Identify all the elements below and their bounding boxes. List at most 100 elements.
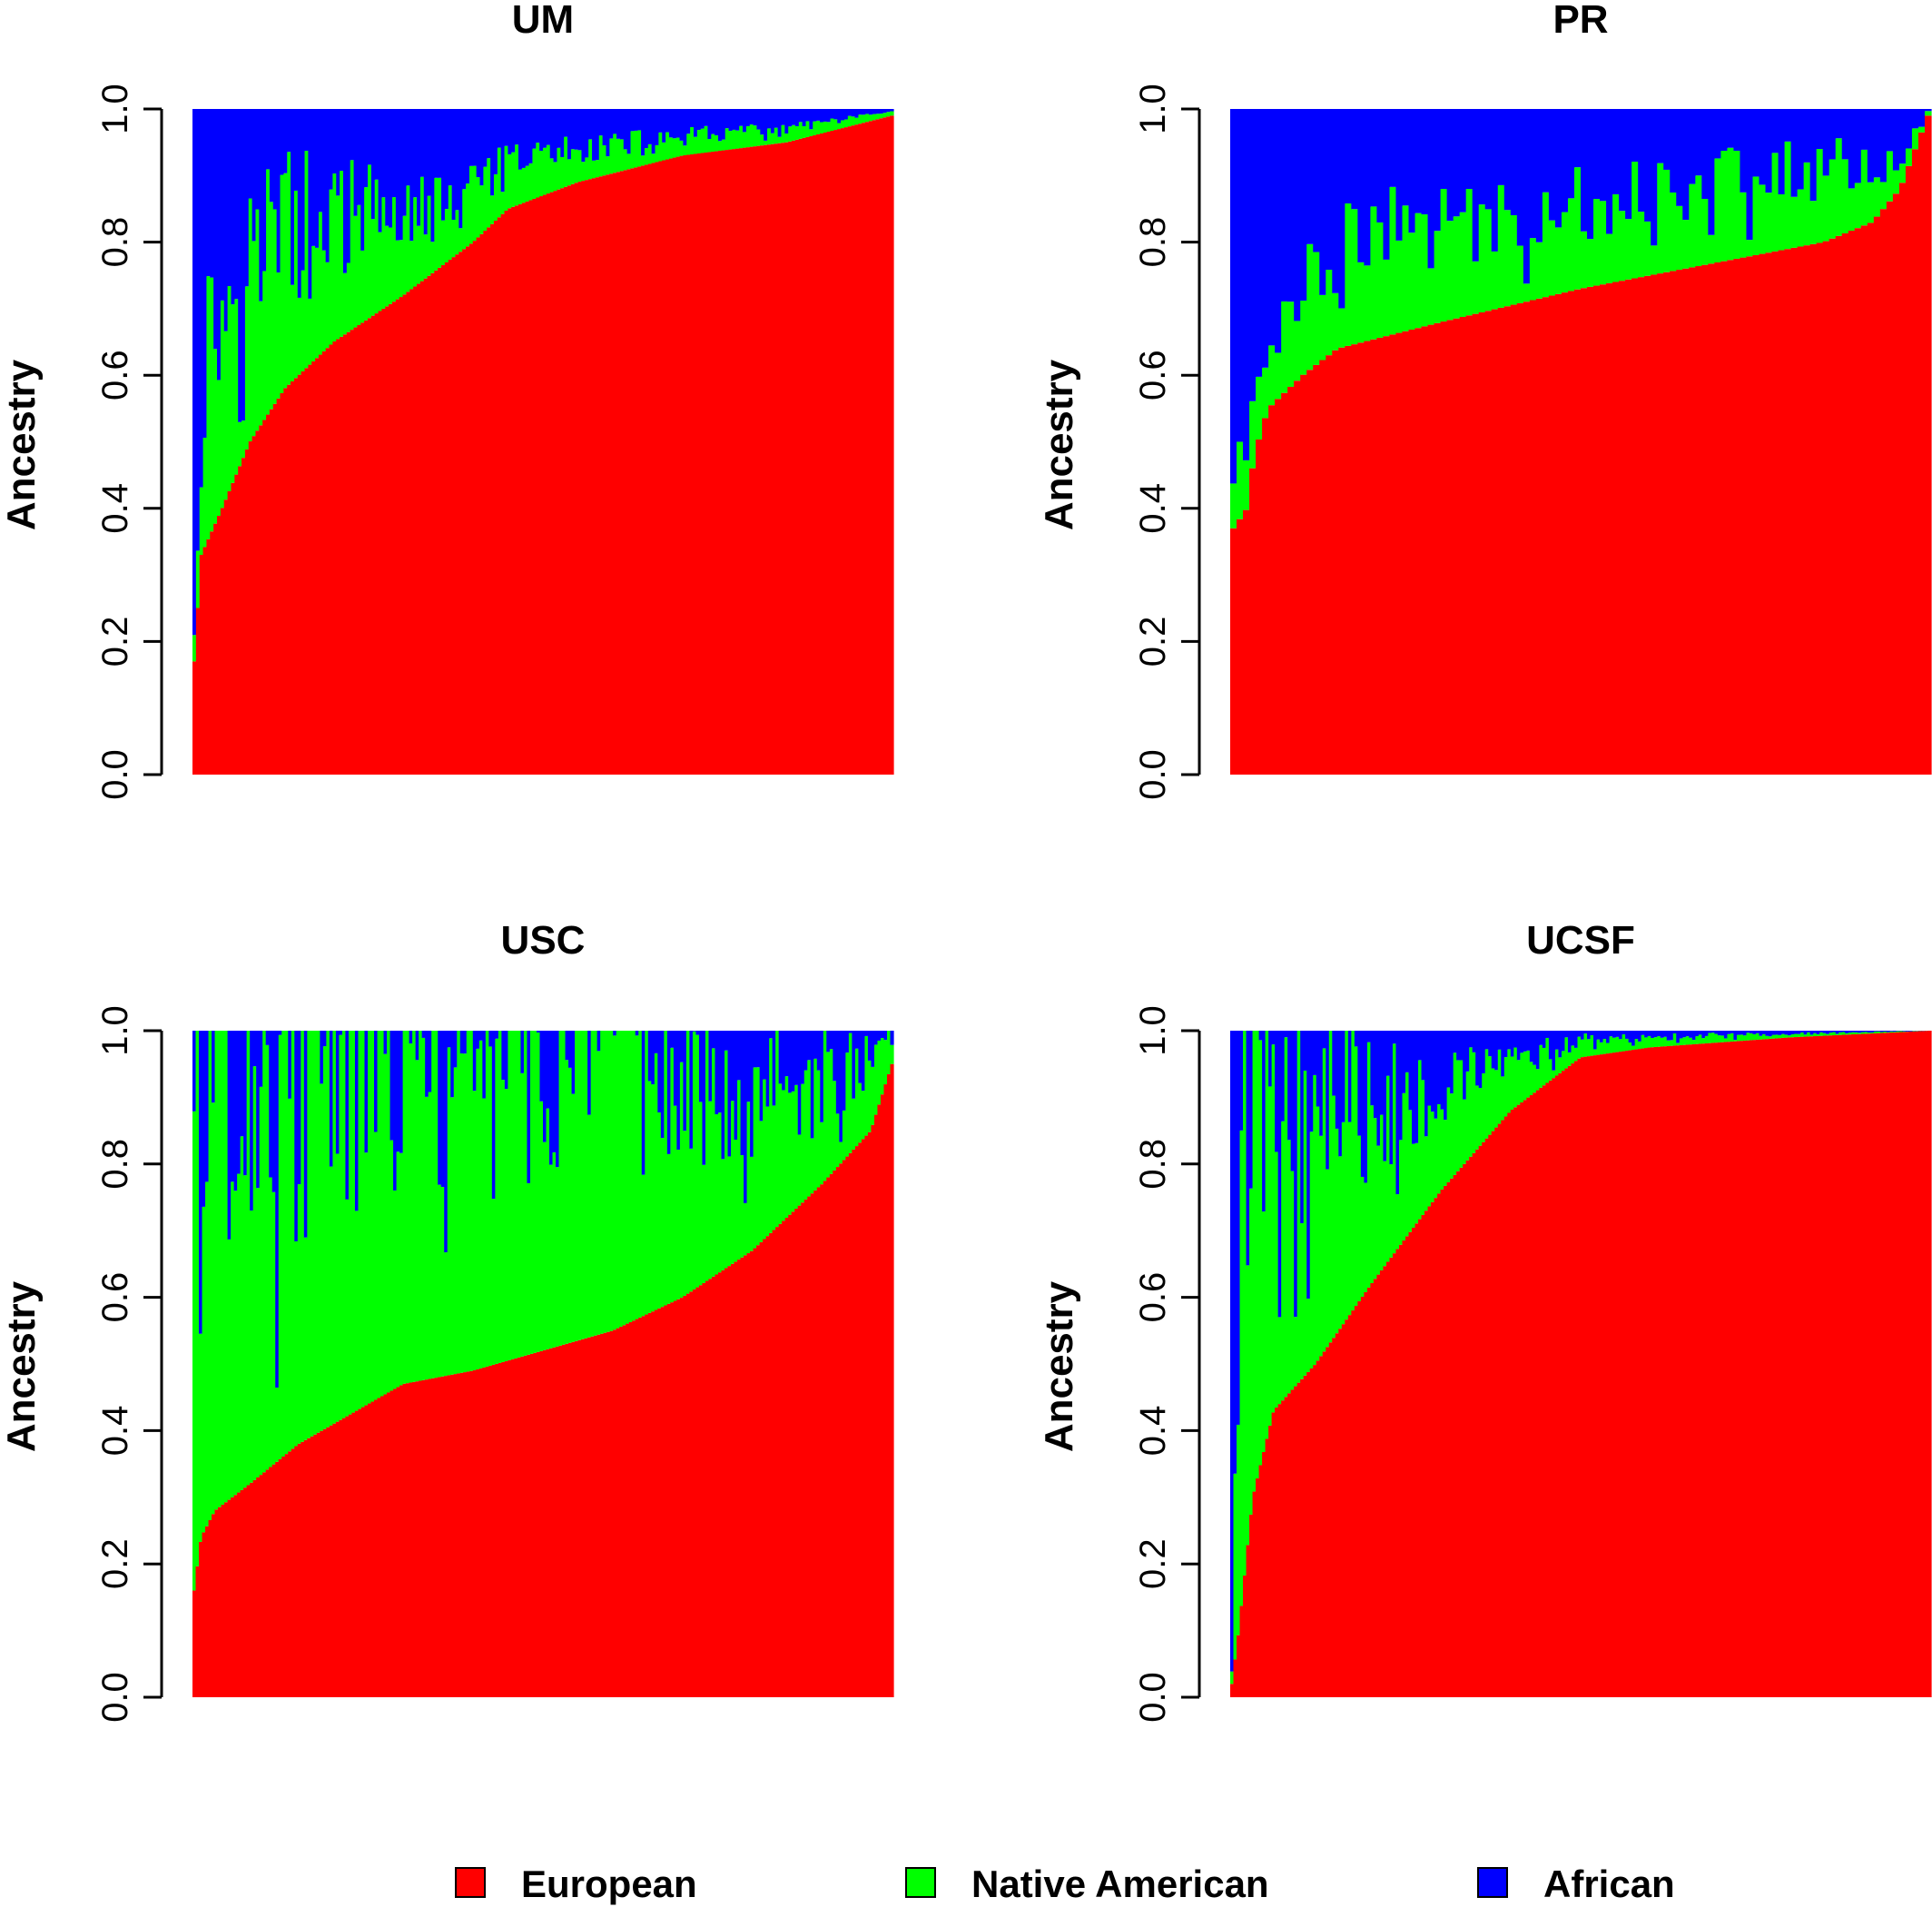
european-bar: [340, 336, 344, 775]
african-bar: [851, 109, 856, 117]
african-bar: [515, 109, 519, 145]
european-bar: [521, 203, 527, 775]
european-bar: [1239, 1606, 1244, 1697]
native-american-bar: [683, 1131, 687, 1296]
european-bar: [1497, 1123, 1502, 1697]
european-bar: [1567, 291, 1575, 775]
european-bar: [227, 491, 232, 775]
african-bar: [1771, 109, 1779, 153]
african-bar: [1523, 1031, 1527, 1052]
european-bar: [813, 1190, 818, 1697]
european-bar: [536, 1351, 541, 1697]
african-bar: [342, 109, 348, 273]
european-bar: [1398, 1244, 1404, 1697]
european-bar: [1561, 292, 1569, 775]
european-bar: [1456, 1171, 1461, 1697]
native-american-bar: [819, 122, 824, 133]
native-american-bar: [810, 1138, 814, 1194]
african-bar: [1383, 1031, 1387, 1161]
european-bar: [1434, 1198, 1438, 1697]
african-bar: [287, 109, 291, 153]
european-bar: [214, 1509, 219, 1697]
african-bar: [1835, 109, 1843, 139]
european-bar: [434, 270, 439, 776]
native-american-bar: [1593, 1049, 1598, 1056]
european-bar: [1691, 1043, 1696, 1697]
native-american-bar: [387, 1031, 391, 1393]
european-bar: [1465, 315, 1474, 775]
european-bar: [495, 1363, 499, 1697]
african-bar: [1723, 1031, 1729, 1039]
native-american-bar: [444, 209, 449, 262]
african-bar: [444, 109, 449, 210]
african-bar: [438, 109, 442, 178]
native-american-bar: [1554, 227, 1562, 294]
native-american-bar: [1898, 163, 1907, 183]
european-bar: [532, 198, 537, 776]
native-american-bar: [453, 1067, 458, 1375]
native-american-bar: [794, 1084, 799, 1209]
european-bar: [265, 1469, 270, 1697]
native-american-bar: [861, 1091, 866, 1140]
native-american-bar: [521, 167, 527, 203]
native-american-bar: [829, 1049, 833, 1174]
native-american-bar: [479, 185, 484, 234]
y-ticks: 0.00.20.40.60.81.0: [1133, 1005, 1199, 1723]
african-bar: [1357, 109, 1365, 262]
african-bar: [213, 109, 218, 350]
african-bar: [718, 109, 723, 142]
european-bar: [657, 1308, 662, 1697]
african-bar: [1351, 109, 1358, 210]
native-american-bar: [500, 192, 506, 214]
african-bar: [553, 109, 558, 163]
european-bar: [715, 1274, 719, 1697]
native-american-bar: [280, 174, 284, 393]
european-bar: [1788, 1037, 1792, 1697]
native-american-bar: [457, 1031, 461, 1374]
native-american-bar: [1484, 1049, 1489, 1139]
european-bar: [594, 1335, 598, 1697]
european-bar: [472, 241, 478, 775]
native-american-bar: [837, 123, 842, 130]
african-bar: [655, 109, 659, 145]
native-american-bar: [745, 125, 751, 148]
european-bar: [406, 291, 410, 775]
african-bar: [336, 109, 340, 196]
native-american-bar: [1670, 192, 1677, 272]
european-bar: [727, 1266, 732, 1697]
european-bar: [396, 1387, 400, 1697]
legend-label-native-american: Native American: [971, 1863, 1269, 1905]
african-bar: [1832, 1031, 1837, 1033]
european-bar: [1864, 1033, 1868, 1697]
african-bar: [564, 109, 568, 137]
african-bar: [867, 1031, 872, 1061]
native-american-bar: [450, 1097, 455, 1375]
european-bar: [685, 1293, 691, 1697]
african-bar: [378, 109, 383, 232]
european-bar: [1625, 279, 1632, 775]
african-bar: [350, 109, 355, 161]
african-bar: [732, 109, 736, 130]
african-bar: [1803, 1031, 1808, 1035]
european-bar: [574, 183, 579, 776]
native-american-bar: [1281, 301, 1288, 393]
european-bar: [262, 420, 267, 775]
african-bar: [455, 109, 459, 211]
native-american-bar: [395, 240, 400, 300]
african-bar: [1332, 109, 1339, 293]
native-american-bar: [875, 114, 881, 120]
african-bar: [1421, 1031, 1425, 1081]
african-bar: [1682, 109, 1690, 221]
african-bar: [1239, 1031, 1244, 1131]
native-american-bar: [1516, 1060, 1521, 1105]
native-american-bar: [1284, 1037, 1288, 1398]
european-bar: [1573, 289, 1582, 775]
european-bar: [387, 1392, 391, 1697]
european-bar: [1262, 1451, 1267, 1697]
african-bar: [880, 1031, 885, 1039]
native-american-bar: [455, 210, 459, 255]
european-bar: [1822, 241, 1830, 776]
native-american-bar: [1237, 441, 1244, 519]
european-bar: [644, 164, 649, 775]
european-bar: [564, 186, 568, 775]
